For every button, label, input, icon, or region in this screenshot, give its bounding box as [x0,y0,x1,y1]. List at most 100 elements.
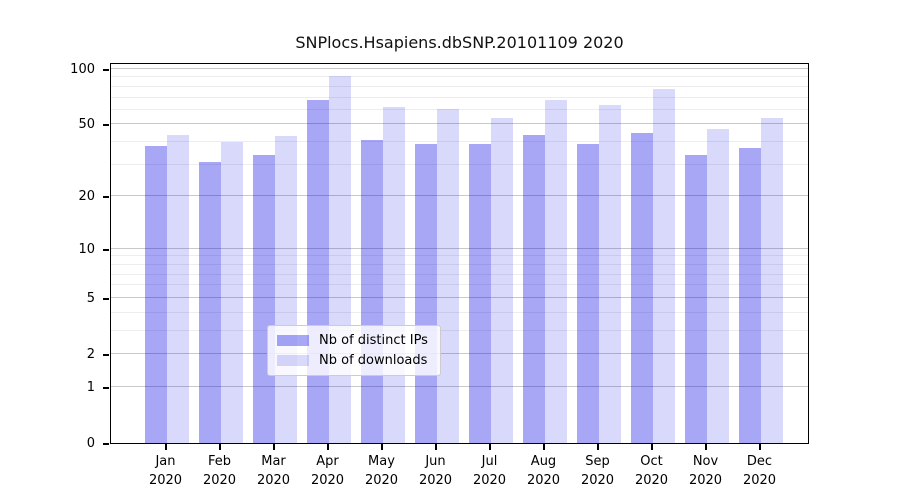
y-tick-label: 10 [78,241,95,257]
x-tick-year: 2020 [418,473,453,488]
x-tick-month: Mar [261,454,286,469]
y-axis: 0 1 2 5 10 20 50 100 [0,62,99,451]
minor-gridline [111,163,808,165]
x-tick-mark [218,444,221,450]
bar-ips-jul [468,144,491,443]
y-tick-mark [103,297,109,300]
x-tick-year: 2020 [148,473,183,488]
x-tick-mark [380,444,383,450]
legend-swatch-downloads [277,355,309,366]
bar-downloads-nov [706,129,729,443]
y-tick-mark [103,386,109,389]
x-tick-label-sep: Sep 2020 [568,452,628,490]
bar-downloads-apr [328,75,351,443]
plot-area [110,63,809,444]
legend-swatch-ips [277,335,309,346]
y-tick-label: 0 [86,436,95,451]
x-tick-label-jul: Jul 2020 [460,452,520,490]
major-gridline [111,195,808,197]
bar-downloads-dec [760,118,783,443]
minor-gridline [111,311,808,313]
x-tick-mark [596,444,599,450]
minor-gridline [111,273,808,275]
y-tick-mark [103,443,109,445]
bar-downloads-oct [652,88,675,443]
bar-downloads-may [382,107,405,443]
bar-ips-oct [630,132,653,443]
x-tick-month: Aug [530,454,557,469]
x-tick-mark [758,444,761,450]
y-tick-label: 100 [70,62,95,77]
bar-downloads-jul [490,118,513,443]
x-tick-year: 2020 [688,473,723,488]
x-tick-label-apr: Apr 2020 [298,452,358,490]
bar-ips-dec [738,148,761,443]
y-tick-label: 5 [86,290,95,306]
bar-ips-jun [414,144,437,443]
x-tick-year: 2020 [580,473,615,488]
x-tick-month: Jul [481,454,498,469]
x-tick-label-aug: Aug 2020 [514,452,574,490]
x-tick-year: 2020 [526,473,561,488]
x-tick-year: 2020 [256,473,291,488]
bar-downloads-jun [436,108,459,443]
x-tick-month: May [368,454,395,469]
y-tick-mark [103,196,109,199]
minor-gridline [111,329,808,331]
bar-ips-mar [252,154,275,443]
x-tick-year: 2020 [364,473,399,488]
bar-downloads-aug [544,99,567,443]
x-tick-mark [542,444,545,450]
x-tick-mark [488,444,491,450]
legend-label: Nb of downloads [319,353,428,368]
bar-ips-feb [198,162,221,443]
bar-ips-nov [684,154,707,443]
y-tick-mark [103,69,109,71]
x-tick-year: 2020 [634,473,669,488]
x-tick-mark [272,444,275,450]
minor-gridline [111,263,808,265]
x-tick-month: Oct [640,454,663,469]
x-tick-mark [704,444,707,450]
minor-gridline [111,76,808,78]
bar-ips-aug [522,134,545,443]
major-gridline [111,247,808,249]
legend-row: Nb of downloads [277,353,428,368]
y-tick-label: 20 [78,189,95,205]
x-tick-label-nov: Nov 2020 [676,452,736,490]
chart-title: SNPlocs.Hsapiens.dbSNP.20101109 2020 [295,33,624,52]
y-tick-label: 2 [86,346,95,362]
major-gridline [111,68,808,69]
bar-ips-apr [306,99,329,443]
bar-ips-may [360,140,383,443]
minor-gridline [111,255,808,257]
bar-downloads-feb [220,142,243,443]
x-tick-label-feb: Feb 2020 [190,452,250,490]
x-tick-label-dec: Dec 2020 [730,452,790,490]
x-tick-year: 2020 [310,473,345,488]
x-tick-year: 2020 [202,473,237,488]
x-tick-month: Jun [425,454,446,469]
x-tick-year: 2020 [472,473,507,488]
bar-ips-sep [576,144,599,443]
y-tick-mark [103,248,109,251]
y-tick-label: 50 [78,117,95,133]
bar-downloads-jan [166,134,189,443]
x-tick-month: Nov [692,454,719,469]
minor-gridline [111,141,808,143]
x-tick-mark [326,444,329,450]
x-tick-label-jun: Jun 2020 [406,452,466,490]
x-tick-label-jan: Jan 2020 [136,452,196,490]
x-tick-mark [650,444,653,450]
x-tick-mark [434,444,437,450]
x-tick-month: Dec [746,454,773,469]
y-tick-label: 1 [86,379,95,395]
major-gridline [111,123,808,125]
bar-downloads-sep [598,104,621,443]
x-tick-label-oct: Oct 2020 [622,452,682,490]
x-tick-month: Sep [585,454,610,469]
x-tick-month: Apr [316,454,339,469]
bar-downloads-mar [274,136,297,443]
x-tick-month: Jan [155,454,176,469]
